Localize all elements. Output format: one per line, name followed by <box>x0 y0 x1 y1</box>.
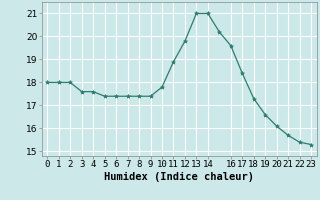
X-axis label: Humidex (Indice chaleur): Humidex (Indice chaleur) <box>104 172 254 182</box>
